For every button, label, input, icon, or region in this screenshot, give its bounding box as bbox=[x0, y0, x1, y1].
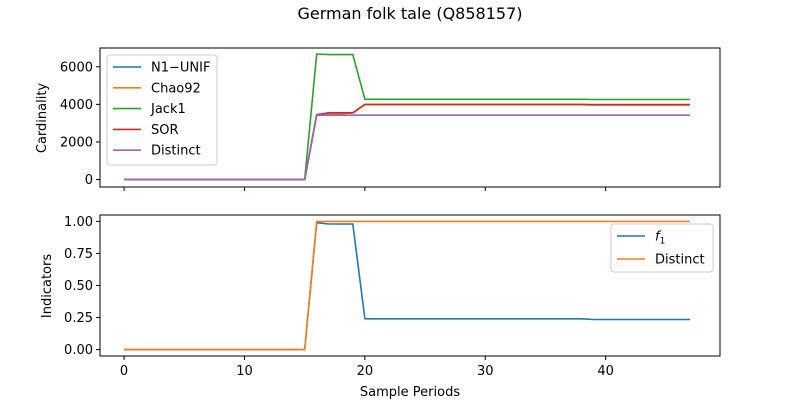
indicators-y-label: Indicators bbox=[40, 254, 55, 318]
indicators-series-line-f1 bbox=[124, 221, 690, 351]
cardinality-x-ticks bbox=[123, 187, 607, 191]
indicators-y-tick-label: 0.75 bbox=[64, 247, 93, 262]
indicators-x-tick-label: 30 bbox=[477, 364, 494, 379]
cardinality-y-tick-label: 2000 bbox=[60, 135, 93, 150]
indicators-y-tick-label: 1.00 bbox=[64, 215, 93, 230]
x-axis-label: Sample Periods bbox=[360, 385, 460, 400]
indicators-y-ticks: 0.00 0.25 0.50 0.75 1.00 bbox=[64, 215, 100, 358]
cardinality-legend-label-n1-unif: N1−UNIF bbox=[151, 61, 210, 76]
indicators-legend-label-distinct: Distinct bbox=[655, 253, 705, 268]
indicators-series-group bbox=[124, 220, 690, 351]
indicators-x-tick-label: 40 bbox=[597, 364, 614, 379]
cardinality-y-tick-label: 6000 bbox=[60, 60, 93, 75]
indicators-x-tick-label: 20 bbox=[357, 364, 374, 379]
cardinality-y-tick-label: 0 bbox=[85, 173, 93, 188]
cardinality-legend: N1−UNIF Chao92 Jack1 SOR Distinct bbox=[106, 54, 218, 166]
indicators-legend-label-f1: f1 bbox=[655, 230, 665, 247]
cardinality-legend-label-sor: SOR bbox=[151, 123, 179, 138]
cardinality-panel: 0 2000 4000 6000 Cardinality N1−UNIF Chao92 J… bbox=[35, 47, 721, 191]
indicators-x-tick-label: 10 bbox=[236, 364, 253, 379]
cardinality-series-line-distinct bbox=[124, 114, 690, 181]
indicators-y-tick-label: 0.50 bbox=[64, 279, 93, 294]
cardinality-legend-label-jack1: Jack1 bbox=[150, 102, 186, 117]
indicators-panel: 0.00 0.25 0.50 0.75 1.00 0 10 20 30 40 Indicator… bbox=[40, 214, 721, 379]
chart-title: German folk tale (Q858157) bbox=[298, 4, 523, 23]
indicators-y-tick-label: 0.00 bbox=[64, 343, 93, 358]
indicators-series-line-distinct bbox=[124, 220, 690, 351]
cardinality-legend-box bbox=[106, 54, 218, 166]
indicators-legend: f1 Distinct bbox=[610, 223, 714, 273]
cardinality-y-tick-label: 4000 bbox=[60, 98, 93, 113]
cardinality-legend-label-chao92: Chao92 bbox=[151, 81, 201, 96]
cardinality-y-ticks: 0 2000 4000 6000 bbox=[60, 60, 100, 188]
indicators-y-tick-label: 0.25 bbox=[64, 311, 93, 326]
indicators-x-ticks: 0 10 20 30 40 bbox=[120, 356, 614, 379]
cardinality-y-label: Cardinality bbox=[35, 83, 50, 154]
cardinality-legend-label-distinct: Distinct bbox=[151, 144, 201, 159]
indicators-x-tick-label: 0 bbox=[120, 364, 128, 379]
cardinality-axes-frame bbox=[99, 47, 721, 188]
cardinality-series-group bbox=[124, 53, 690, 181]
